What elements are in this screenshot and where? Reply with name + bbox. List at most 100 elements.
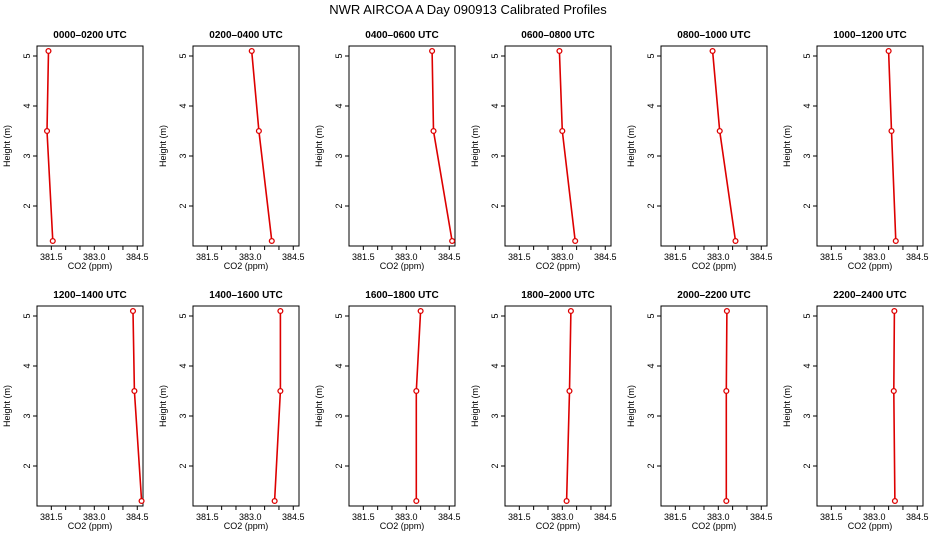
data-point (716, 127, 723, 135)
y-tick-label: 2 (334, 203, 344, 208)
x-tick-label: 381.5 (196, 512, 219, 522)
panel-title: 0600–0800 UTC (521, 30, 594, 41)
y-tick-label: 3 (646, 413, 656, 418)
y-tick-label: 5 (22, 313, 32, 318)
data-point (45, 47, 52, 55)
x-tick-label: 384.5 (906, 252, 929, 262)
data-point (891, 307, 898, 315)
data-point (890, 387, 897, 395)
chart-panel: 0400–0600 UTC 381.5 383.0 384.5 2 3 4 5 CO2 (ppm… (314, 30, 461, 271)
y-tick-label: 5 (334, 313, 344, 318)
y-tick-label: 3 (646, 153, 656, 158)
chart-panel: 1000–1200 UTC 381.5 383.0 384.5 2 3 4 5 CO2 (ppm… (782, 30, 929, 271)
x-tick-label: 381.5 (820, 252, 843, 262)
panel-title: 0800–1000 UTC (677, 30, 750, 41)
profile-line (711, 50, 737, 242)
y-tick-label: 4 (334, 363, 344, 368)
plot-frame (348, 45, 456, 247)
profile-line (565, 310, 572, 502)
chart-panel: 0600–0800 UTC 381.5 383.0 384.5 2 3 4 5 CO2 (ppm… (470, 30, 617, 271)
y-tick-label: 4 (334, 103, 344, 108)
y-tick-label: 4 (178, 103, 188, 108)
x-tick-label: 384.5 (750, 512, 773, 522)
data-point (248, 47, 255, 55)
y-tick-label: 3 (178, 413, 188, 418)
x-tick-label: 381.5 (352, 512, 375, 522)
panel-title: 0000–0200 UTC (53, 30, 126, 41)
profile-line (273, 311, 282, 502)
profile-line (46, 50, 54, 242)
y-tick-label: 4 (178, 363, 188, 368)
y-tick-label: 3 (178, 153, 188, 158)
y-tick-label: 2 (334, 463, 344, 468)
data-point (271, 497, 278, 505)
chart-panel: 1800–2000 UTC 381.5 383.0 384.5 2 3 4 5 CO2 (ppm… (470, 290, 617, 531)
y-tick-label: 4 (802, 363, 812, 368)
y-tick-label: 5 (178, 53, 188, 58)
plot-frame (504, 45, 612, 247)
data-point (417, 307, 424, 315)
data-point (885, 47, 892, 55)
y-axis-label: Height (m) (470, 125, 480, 167)
y-axis-label: Height (m) (470, 385, 480, 427)
panel-title: 0200–0400 UTC (209, 30, 282, 41)
x-tick-label: 383.0 (551, 252, 574, 262)
y-tick-label: 5 (334, 53, 344, 58)
data-point (888, 127, 895, 135)
panel-title: 2000–2200 UTC (677, 290, 750, 301)
data-point (255, 127, 262, 135)
data-point (572, 237, 579, 245)
y-tick-label: 3 (334, 413, 344, 418)
chart-panel: 1400–1600 UTC 381.5 383.0 384.5 2 3 4 5 CO2 (ppm… (158, 290, 305, 531)
y-tick-label: 5 (646, 53, 656, 58)
profile-line (558, 50, 576, 242)
x-tick-label: 383.0 (863, 252, 886, 262)
x-tick-label: 381.5 (40, 252, 63, 262)
profile-line (250, 50, 273, 242)
data-point (129, 307, 137, 315)
y-axis-label: Height (m) (314, 385, 324, 427)
y-axis-label: Height (m) (626, 385, 636, 427)
y-axis-label: Height (m) (2, 385, 12, 427)
x-axis-label: CO2 (ppm) (68, 521, 113, 531)
y-tick-label: 2 (646, 203, 656, 208)
plot-frame (660, 45, 768, 247)
profile-line (892, 310, 896, 502)
x-axis-label: CO2 (ppm) (380, 261, 425, 271)
y-tick-label: 2 (490, 463, 500, 468)
plot-frame (192, 45, 300, 247)
plot-frame (192, 305, 300, 507)
y-tick-label: 2 (802, 463, 812, 468)
data-point (430, 127, 437, 135)
data-point (723, 307, 730, 315)
panel-title: 0400–0600 UTC (365, 30, 438, 41)
chart-panel: 1600–1800 UTC 381.5 383.0 384.5 2 3 4 5 CO2 (ppm… (314, 290, 461, 531)
data-point (566, 387, 573, 395)
data-point (131, 387, 138, 395)
x-tick-label: 383.0 (239, 252, 262, 262)
plot-frame (816, 305, 924, 507)
chart-panel: 0000–0200 UTC 381.5 383.0 384.5 2 3 4 5 CO2 (ppm… (2, 30, 149, 271)
y-tick-label: 2 (490, 203, 500, 208)
x-tick-label: 384.5 (594, 512, 617, 522)
y-axis-label: Height (m) (782, 125, 792, 167)
y-tick-label: 3 (334, 153, 344, 158)
data-point (732, 237, 739, 245)
data-point (559, 127, 566, 135)
x-tick-label: 381.5 (40, 512, 63, 522)
data-point (723, 387, 730, 395)
y-tick-label: 5 (802, 53, 812, 58)
profile-line (415, 310, 422, 501)
data-point (429, 47, 436, 55)
x-tick-label: 383.0 (707, 252, 730, 262)
x-axis-label: CO2 (ppm) (380, 521, 425, 531)
x-tick-label: 381.5 (508, 252, 531, 262)
data-point (277, 307, 284, 315)
x-tick-label: 383.0 (83, 512, 106, 522)
y-tick-label: 4 (22, 103, 32, 108)
x-tick-label: 384.5 (282, 252, 305, 262)
x-tick-label: 384.5 (750, 252, 773, 262)
y-axis-label: Height (m) (626, 125, 636, 167)
y-axis-label: Height (m) (782, 385, 792, 427)
x-axis-label: CO2 (ppm) (536, 261, 581, 271)
